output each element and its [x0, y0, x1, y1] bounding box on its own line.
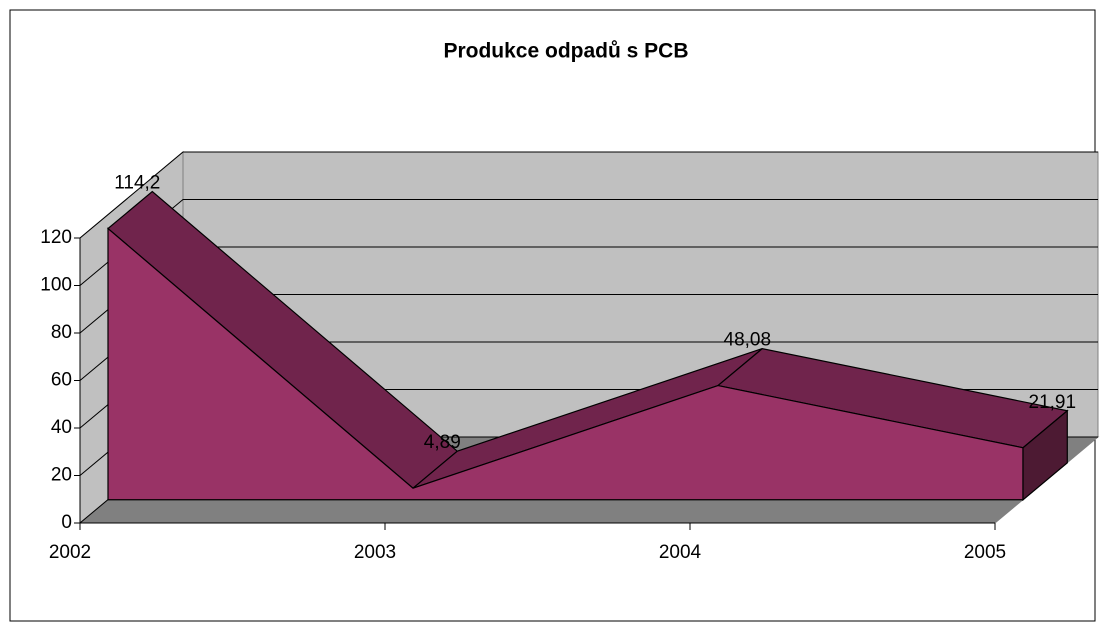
y-tick-label: 20 [51, 465, 72, 486]
area-end [1022, 409, 1068, 502]
chart-title: Produkce odpadů s PCB [443, 40, 688, 63]
data-label: 21,91 [1029, 392, 1077, 413]
y-tick-label: 60 [51, 370, 72, 391]
data-label: 48,08 [724, 330, 772, 351]
x-tick-label: 2002 [49, 542, 91, 563]
data-label: 4,89 [424, 432, 461, 453]
data-label: 114,2 [114, 173, 160, 194]
y-tick-label: 80 [51, 322, 72, 343]
y-tick-label: 0 [61, 512, 72, 533]
y-tick-label: 100 [40, 275, 72, 296]
x-tick-label: 2005 [964, 542, 1006, 563]
y-tick-label: 40 [51, 417, 72, 438]
grid-line [79, 151, 1098, 239]
x-tick-label: 2004 [659, 542, 702, 563]
x-tick-label: 2003 [354, 542, 396, 563]
y-tick-label: 120 [40, 227, 72, 248]
